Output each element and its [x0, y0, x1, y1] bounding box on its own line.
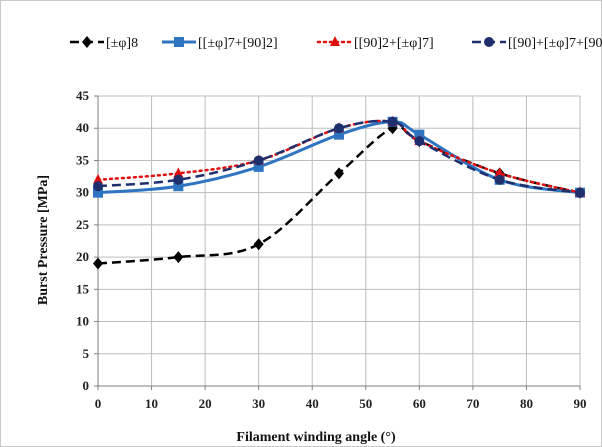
x-tick-label: 10 — [145, 396, 158, 411]
data-point — [575, 187, 585, 198]
y-tick-label: 45 — [76, 88, 90, 103]
x-axis-title: Filament winding angle (°) — [236, 430, 396, 445]
data-point — [494, 167, 505, 178]
series-1 — [93, 122, 585, 270]
data-point — [93, 257, 103, 270]
data-point — [334, 123, 344, 134]
data-point — [173, 174, 184, 185]
legend-label: [[90]2+[±φ]7] — [354, 36, 434, 51]
data-point — [173, 181, 184, 192]
legend-entry-4: [[90]+[±φ]7+[90]] — [472, 36, 602, 51]
legend-entry-3: [[90]2+[±φ]7] — [316, 36, 434, 51]
legend-swatch-marker — [82, 36, 92, 48]
y-tick-label: 10 — [76, 314, 89, 329]
data-point — [253, 238, 264, 251]
x-tick-label: 0 — [95, 396, 102, 411]
axis-layer: 0 5 10 15 20 25 30 35 40 45 0 10 20 30 40 50 60 70 80 90 — [76, 88, 587, 411]
legend-label: [±φ]8 — [106, 36, 138, 51]
y-tick-label: 25 — [76, 217, 90, 232]
x-tick-label: 70 — [466, 396, 479, 411]
legend-swatch-marker — [174, 37, 184, 47]
legend-label: [[±φ]7+[90]2] — [198, 36, 278, 51]
legend: [±φ]8 [[±φ]7+[90]2] [[90]2+[±φ]7] [[90]+[±φ… — [70, 36, 602, 51]
y-tick-label: 30 — [76, 185, 89, 200]
data-point — [387, 116, 398, 127]
legend-swatch-marker — [330, 36, 340, 46]
data-point — [93, 181, 103, 192]
legend-label: [[90]+[±φ]7+[90]] — [508, 36, 602, 51]
series-4 — [93, 116, 585, 198]
y-tick-label: 15 — [76, 281, 90, 296]
legend-entry-1: [±φ]8 — [70, 36, 138, 51]
series-line — [97, 125, 581, 265]
data-point — [334, 167, 344, 180]
y-tick-label: 40 — [76, 120, 89, 135]
y-tick-label: 35 — [76, 152, 90, 167]
data-point — [173, 251, 184, 264]
y-axis-title: Burst Pressure [MPa] — [36, 175, 51, 305]
x-tick-label: 30 — [252, 396, 265, 411]
data-point — [253, 155, 264, 166]
x-tick-label: 40 — [306, 396, 319, 411]
legend-swatch-marker — [484, 37, 494, 47]
x-tick-label: 80 — [520, 396, 533, 411]
x-tick-label: 60 — [413, 396, 426, 411]
data-point — [253, 161, 264, 172]
data-point — [173, 167, 184, 178]
y-tick-label: 0 — [83, 378, 90, 393]
data-point — [93, 173, 103, 184]
legend-entry-2: [[±φ]7+[90]2] — [162, 36, 278, 51]
y-tick-label: 5 — [83, 346, 90, 361]
y-tick-label: 20 — [76, 249, 89, 264]
data-point — [334, 129, 344, 140]
series-layer — [93, 115, 585, 270]
x-tick-label: 90 — [574, 396, 587, 411]
data-point — [494, 174, 505, 185]
data-point — [93, 187, 103, 198]
data-point — [414, 136, 425, 147]
data-point — [414, 129, 425, 140]
x-tick-label: 50 — [359, 396, 372, 411]
x-tick-label: 20 — [199, 396, 212, 411]
data-point — [387, 122, 398, 135]
